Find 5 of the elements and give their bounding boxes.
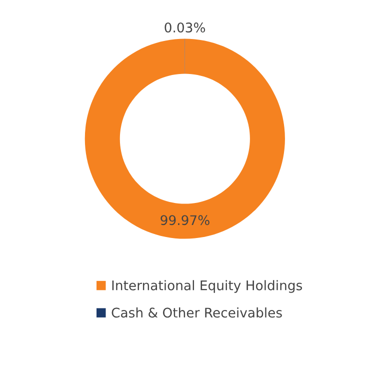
- data-label: 99.97%: [160, 215, 210, 226]
- data-label: 0.03%: [164, 22, 206, 33]
- legend-label: Cash & Other Receivables: [112, 307, 282, 318]
- donut-slice: [84, 38, 285, 239]
- legend-label: International Equity Holdings: [112, 280, 302, 293]
